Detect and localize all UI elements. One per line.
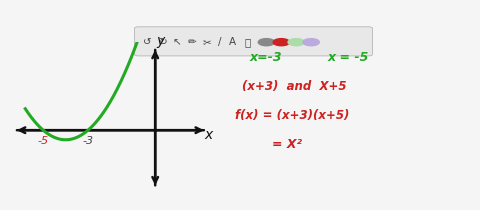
Text: ✏: ✏ <box>188 37 196 47</box>
Text: x = -5: x = -5 <box>328 51 369 64</box>
FancyBboxPatch shape <box>134 27 372 56</box>
Text: x: x <box>205 128 213 142</box>
Text: -5: -5 <box>37 136 49 146</box>
Text: = X²: = X² <box>272 138 302 151</box>
Text: -3: -3 <box>83 136 94 146</box>
Text: A: A <box>229 37 237 47</box>
Circle shape <box>303 39 319 46</box>
Text: ✂: ✂ <box>203 37 211 47</box>
Text: y: y <box>156 34 165 47</box>
Circle shape <box>288 39 304 46</box>
Text: ⬜: ⬜ <box>245 37 251 47</box>
Text: (x+3)  and  X+5: (x+3) and X+5 <box>242 80 347 93</box>
Circle shape <box>273 39 289 46</box>
Text: x=-3: x=-3 <box>250 51 282 64</box>
Text: f(x) = (x+3)(x+5): f(x) = (x+3)(x+5) <box>235 109 349 122</box>
Text: ↻: ↻ <box>158 37 167 47</box>
Text: ↺: ↺ <box>143 37 152 47</box>
Circle shape <box>258 39 275 46</box>
Text: ↖: ↖ <box>173 37 181 47</box>
Text: /: / <box>218 37 222 47</box>
